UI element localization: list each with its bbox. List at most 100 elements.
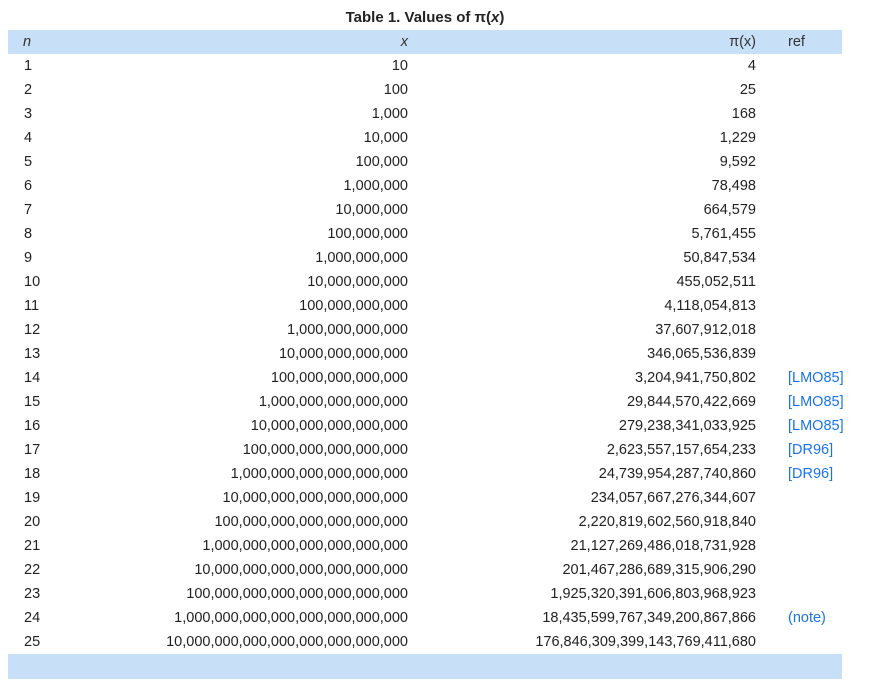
cell-x: 10 (74, 54, 411, 78)
cell-n: 2 (8, 78, 74, 102)
cell-x: 10,000,000 (74, 198, 411, 222)
cell-ref (759, 534, 842, 558)
cell-x: 1,000,000,000,000,000,000,000 (74, 534, 411, 558)
cell-pi: 5,761,455 (411, 222, 759, 246)
footer-bar (8, 654, 842, 679)
cell-x: 10,000,000,000 (74, 270, 411, 294)
table-row: 10 10,000,000,000 455,052,511 (8, 270, 842, 294)
cell-x: 100,000,000 (74, 222, 411, 246)
cell-n: 10 (8, 270, 74, 294)
table-row: 6 1,000,000 78,498 (8, 174, 842, 198)
reference-link[interactable]: [LMO85] (788, 394, 844, 410)
table-row: 18 1,000,000,000,000,000,000 24,739,954,28… (8, 462, 842, 486)
table-row: 21 1,000,000,000,000,000,000,000 21,127,26… (8, 534, 842, 558)
cell-n: 22 (8, 558, 74, 582)
table-body: 1 10 4 2 100 25 3 1,000 168 4 10,000 1,229 5 100,000 9… (8, 54, 842, 654)
cell-pi: 346,065,536,839 (411, 342, 759, 366)
cell-ref (759, 582, 842, 606)
cell-n: 23 (8, 582, 74, 606)
cell-x: 100,000,000,000 (74, 294, 411, 318)
cell-pi: 2,623,557,157,654,233 (411, 438, 759, 462)
cell-pi: 234,057,667,276,344,607 (411, 486, 759, 510)
cell-x: 1,000,000,000,000,000 (74, 390, 411, 414)
table-header: n x π(x) ref (8, 30, 842, 54)
header-n: n (8, 30, 74, 54)
cell-ref (759, 54, 842, 78)
cell-n: 6 (8, 174, 74, 198)
cell-ref: (note) (759, 606, 842, 630)
cell-ref: [LMO85] (759, 414, 842, 438)
cell-ref (759, 222, 842, 246)
table-row: 23 100,000,000,000,000,000,000,000 1,925,3… (8, 582, 842, 606)
cell-pi: 168 (411, 102, 759, 126)
cell-n: 9 (8, 246, 74, 270)
cell-n: 13 (8, 342, 74, 366)
cell-x: 10,000,000,000,000,000,000,000,000 (74, 630, 411, 654)
cell-ref (759, 486, 842, 510)
cell-n: 21 (8, 534, 74, 558)
cell-pi: 37,607,912,018 (411, 318, 759, 342)
cell-pi: 1,229 (411, 126, 759, 150)
cell-n: 16 (8, 414, 74, 438)
reference-link[interactable]: [LMO85] (788, 370, 844, 386)
cell-pi: 2,220,819,602,560,918,840 (411, 510, 759, 534)
cell-x: 1,000 (74, 102, 411, 126)
cell-x: 100,000 (74, 150, 411, 174)
cell-pi: 29,844,570,422,669 (411, 390, 759, 414)
reference-link[interactable]: [LMO85] (788, 418, 844, 434)
cell-x: 100,000,000,000,000 (74, 366, 411, 390)
cell-ref: [DR96] (759, 462, 842, 486)
table-row: 12 1,000,000,000,000 37,607,912,018 (8, 318, 842, 342)
table-row: 11 100,000,000,000 4,118,054,813 (8, 294, 842, 318)
cell-x: 10,000 (74, 126, 411, 150)
cell-x: 10,000,000,000,000,000,000,000 (74, 558, 411, 582)
table-row: 24 1,000,000,000,000,000,000,000,000 18,43… (8, 606, 842, 630)
header-row: n x π(x) ref (8, 30, 842, 54)
cell-x: 1,000,000,000,000,000,000,000,000 (74, 606, 411, 630)
cell-ref (759, 174, 842, 198)
cell-ref (759, 270, 842, 294)
table-row: 1 10 4 (8, 54, 842, 78)
cell-x: 1,000,000,000,000,000,000 (74, 462, 411, 486)
cell-n: 14 (8, 366, 74, 390)
table-row: 4 10,000 1,229 (8, 126, 842, 150)
cell-pi: 4 (411, 54, 759, 78)
cell-n: 24 (8, 606, 74, 630)
table-row: 2 100 25 (8, 78, 842, 102)
table-row: 8 100,000,000 5,761,455 (8, 222, 842, 246)
caption-prefix: Table 1. Values of π( (346, 9, 491, 26)
cell-ref (759, 558, 842, 582)
cell-x: 10,000,000,000,000 (74, 342, 411, 366)
reference-link[interactable]: [DR96] (788, 442, 833, 458)
cell-ref (759, 318, 842, 342)
cell-pi: 4,118,054,813 (411, 294, 759, 318)
cell-n: 11 (8, 294, 74, 318)
table-row: 3 1,000 168 (8, 102, 842, 126)
cell-ref: [DR96] (759, 438, 842, 462)
cell-x: 1,000,000,000 (74, 246, 411, 270)
cell-ref (759, 102, 842, 126)
cell-pi: 25 (411, 78, 759, 102)
header-pi: π(x) (411, 30, 759, 54)
header-ref: ref (759, 30, 842, 54)
cell-pi: 78,498 (411, 174, 759, 198)
cell-n: 4 (8, 126, 74, 150)
cell-pi: 3,204,941,750,802 (411, 366, 759, 390)
table-row: 15 1,000,000,000,000,000 29,844,570,422,66… (8, 390, 842, 414)
cell-n: 20 (8, 510, 74, 534)
cell-x: 100,000,000,000,000,000,000,000 (74, 582, 411, 606)
caption-suffix: ) (499, 9, 504, 26)
cell-pi: 18,435,599,767,349,200,867,866 (411, 606, 759, 630)
cell-ref (759, 510, 842, 534)
cell-ref (759, 126, 842, 150)
cell-ref: [LMO85] (759, 390, 842, 414)
cell-n: 25 (8, 630, 74, 654)
reference-link[interactable]: [DR96] (788, 466, 833, 482)
cell-n: 7 (8, 198, 74, 222)
table-caption: Table 1. Values of π(x) (8, 8, 842, 28)
cell-x: 10,000,000,000,000,000 (74, 414, 411, 438)
cell-ref (759, 150, 842, 174)
cell-ref (759, 342, 842, 366)
cell-ref (759, 294, 842, 318)
reference-link[interactable]: (note) (788, 610, 826, 626)
